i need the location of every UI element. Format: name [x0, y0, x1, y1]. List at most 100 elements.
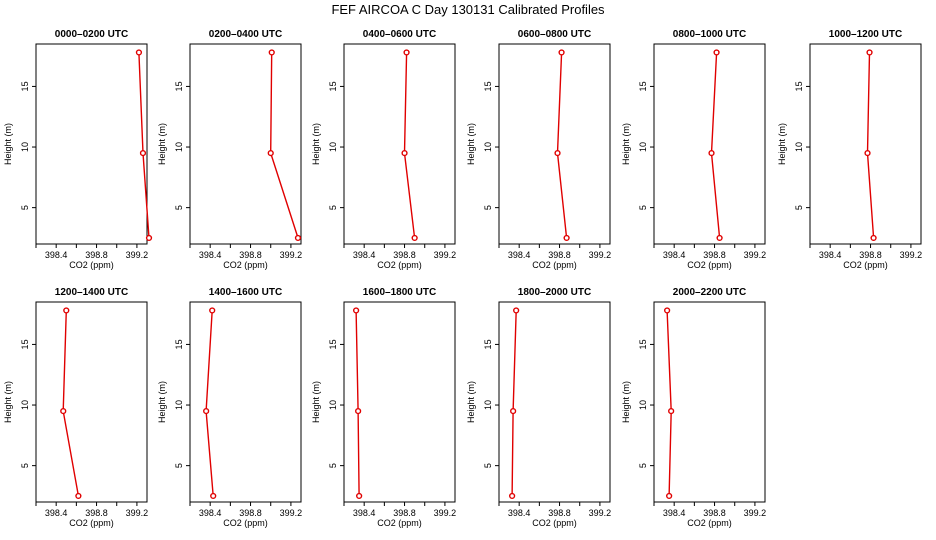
data-point: [75, 492, 82, 500]
y-tick-label: 5: [174, 205, 184, 210]
data-point: [63, 307, 70, 314]
data-point: [60, 407, 67, 415]
x-axis-label: CO2 (ppm): [69, 518, 114, 528]
data-point: [713, 49, 720, 56]
profile-line: [710, 52, 721, 238]
data-point: [139, 149, 147, 157]
profile-panel: 0800–1000 UTC 398.4 398.8 399.2 5 10 15 CO2 (pp…: [621, 29, 766, 270]
x-tick-label: 398.8: [239, 508, 262, 518]
y-axis-label: Height (m): [157, 381, 167, 423]
profile-line: [666, 310, 672, 496]
data-point: [510, 407, 517, 415]
y-tick-label: 10: [638, 142, 648, 152]
profile-line: [269, 52, 299, 239]
profile-line: [866, 52, 875, 238]
y-tick-label: 5: [483, 463, 493, 468]
profile-panel: 0400–0600 UTC 398.4 398.8 399.2 5 10 15 CO2 (pp…: [311, 29, 456, 270]
x-tick-label: 399.2: [126, 508, 149, 518]
x-tick-label: 398.4: [199, 508, 222, 518]
panels-grid: 0000–0200 UTC 398.4 398.8 399.2 5 10 15 CO2 (pp…: [3, 29, 922, 528]
x-tick-label: 398.8: [548, 250, 571, 260]
y-tick-label: 10: [328, 142, 338, 152]
y-tick-label: 10: [20, 142, 30, 152]
panel-title: 0200–0400 UTC: [209, 29, 282, 40]
data-point: [864, 149, 871, 157]
data-point: [870, 234, 877, 242]
y-axis-label: Height (m): [621, 123, 631, 165]
x-tick-label: 398.8: [393, 508, 416, 518]
data-point: [563, 234, 570, 242]
x-axis-label: CO2 (ppm): [223, 518, 268, 528]
x-tick-label: 399.2: [434, 508, 457, 518]
data-point: [294, 234, 302, 242]
x-tick-label: 398.4: [508, 250, 531, 260]
panel-title: 1600–1800 UTC: [363, 287, 436, 298]
y-tick-label: 5: [20, 205, 30, 210]
x-tick-label: 398.8: [85, 508, 108, 518]
panel-title: 1800–2000 UTC: [518, 287, 591, 298]
panel-title: 0800–1000 UTC: [673, 29, 746, 40]
data-point: [666, 492, 673, 500]
data-point: [267, 149, 274, 157]
x-axis-label: CO2 (ppm): [69, 260, 114, 270]
x-tick-label: 398.8: [85, 250, 108, 260]
y-axis-label: Height (m): [3, 123, 13, 165]
x-axis-label: CO2 (ppm): [843, 260, 888, 270]
x-tick-label: 399.2: [126, 250, 149, 260]
plot-frame: [35, 301, 148, 503]
profile-panel: 0600–0800 UTC 398.4 398.8 399.2 5 10 15 CO2 (pp…: [466, 29, 611, 270]
x-tick-label: 398.4: [663, 250, 686, 260]
data-point: [509, 492, 516, 500]
x-tick-label: 398.8: [703, 250, 726, 260]
x-tick-label: 398.4: [353, 250, 376, 260]
profile-line: [205, 310, 214, 496]
profile-panel: 1400–1600 UTC 398.4 398.8 399.2 5 10 15 CO2 (pp…: [157, 287, 302, 528]
plot-frame: [343, 43, 456, 245]
y-tick-label: 5: [794, 205, 804, 210]
y-tick-label: 10: [794, 142, 804, 152]
y-tick-label: 15: [174, 81, 184, 91]
x-tick-label: 398.8: [703, 508, 726, 518]
profile-panel: 0200–0400 UTC 398.4 398.8 399.2 5 10 15 CO2 (pp…: [157, 29, 302, 270]
y-tick-label: 10: [328, 400, 338, 410]
y-tick-label: 5: [20, 463, 30, 468]
panel-title: 1400–1600 UTC: [209, 287, 282, 298]
x-axis-label: CO2 (ppm): [687, 260, 732, 270]
profile-panel: 1000–1200 UTC 398.4 398.8 399.2 5 10 15 CO2 (pp…: [777, 29, 922, 270]
profile-panel: 1600–1800 UTC 398.4 398.8 399.2 5 10 15 CO2 (pp…: [311, 287, 456, 528]
profile-panel: 1800–2000 UTC 398.4 398.8 399.2 5 10 15 CO2 (pp…: [466, 287, 611, 528]
plot-frame: [809, 43, 922, 245]
y-tick-label: 10: [483, 400, 493, 410]
x-axis-label: CO2 (ppm): [687, 518, 732, 528]
plot-frame: [35, 43, 148, 245]
y-tick-label: 10: [20, 400, 30, 410]
data-point: [356, 492, 363, 500]
plot-frame: [498, 301, 611, 503]
x-axis-label: CO2 (ppm): [377, 260, 422, 270]
y-tick-label: 10: [483, 142, 493, 152]
x-axis-label: CO2 (ppm): [532, 518, 577, 528]
data-point: [716, 234, 723, 242]
data-point: [866, 49, 873, 56]
plot-frame: [189, 301, 302, 503]
x-tick-label: 398.4: [199, 250, 222, 260]
profile-line: [403, 52, 416, 238]
profile-panel: 0000–0200 UTC 398.4 398.8 399.2 5 10 15 CO2 (pp…: [3, 29, 153, 270]
x-tick-label: 398.8: [548, 508, 571, 518]
data-point: [513, 307, 520, 314]
profile-panel: 1200–1400 UTC 398.4 398.8 399.2 5 10 15 CO2 (pp…: [3, 287, 148, 528]
profile-line: [355, 310, 360, 496]
x-tick-label: 398.8: [393, 250, 416, 260]
profile-line: [511, 310, 517, 496]
plot-frame: [498, 43, 611, 245]
y-axis-label: Height (m): [3, 381, 13, 423]
y-tick-label: 5: [638, 205, 648, 210]
x-tick-label: 399.2: [434, 250, 457, 260]
x-tick-label: 398.4: [45, 250, 68, 260]
data-point: [210, 492, 217, 500]
y-tick-label: 5: [174, 463, 184, 468]
data-point: [353, 307, 360, 314]
y-tick-label: 15: [328, 339, 338, 349]
x-tick-label: 399.2: [280, 250, 303, 260]
